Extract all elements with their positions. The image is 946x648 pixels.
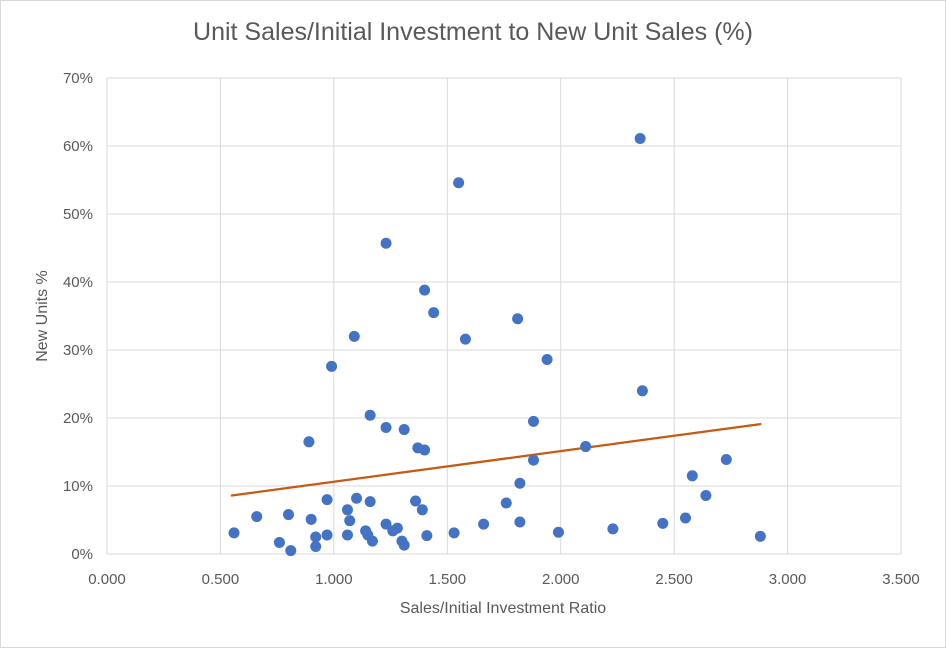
y-tick-label: 50%: [63, 206, 93, 223]
data-point: [380, 237, 392, 249]
data-point: [686, 470, 698, 482]
data-point: [251, 511, 263, 523]
trendline: [230, 422, 762, 497]
y-tick-label: 30%: [63, 342, 93, 359]
data-point: [448, 527, 460, 539]
data-point: [634, 133, 646, 145]
data-point: [421, 530, 433, 542]
x-tick-label: 0.000: [88, 571, 126, 588]
data-point: [459, 333, 471, 345]
x-tick-label: 2.500: [655, 571, 693, 588]
data-point: [720, 453, 732, 465]
data-point: [310, 541, 322, 553]
data-point: [453, 177, 465, 189]
data-point: [700, 490, 712, 502]
data-point: [285, 545, 297, 557]
data-point: [351, 492, 363, 504]
data-point: [636, 385, 648, 397]
data-point: [380, 518, 392, 530]
data-point: [391, 522, 403, 534]
data-point: [366, 535, 378, 547]
data-point: [364, 409, 376, 421]
data-point: [478, 518, 490, 530]
data-point: [380, 422, 392, 434]
data-point: [679, 512, 691, 524]
data-point: [326, 360, 338, 372]
data-point: [398, 539, 410, 551]
data-point: [341, 504, 353, 516]
data-point: [228, 527, 240, 539]
x-tick-label: 2.000: [542, 571, 580, 588]
data-point: [552, 526, 564, 538]
y-tick-label: 60%: [63, 138, 93, 155]
x-tick-label: 3.500: [882, 571, 920, 588]
y-tick-label: 10%: [63, 478, 93, 495]
data-point: [580, 441, 592, 453]
data-point: [527, 454, 539, 466]
x-tick-label: 3.000: [769, 571, 807, 588]
data-point: [364, 496, 376, 508]
data-point: [305, 513, 317, 525]
data-point: [341, 529, 353, 541]
data-point: [541, 354, 553, 366]
data-point: [348, 330, 360, 342]
y-tick-label: 0%: [71, 546, 93, 563]
data-point: [303, 436, 315, 448]
data-point: [321, 529, 333, 541]
data-point: [514, 477, 526, 489]
data-points: [228, 133, 766, 557]
data-point: [527, 415, 539, 427]
chart-title: Unit Sales/Initial Investment to New Uni…: [193, 18, 753, 46]
data-point: [657, 517, 669, 529]
y-tick-label: 20%: [63, 410, 93, 427]
data-point: [273, 536, 285, 548]
data-point: [419, 444, 431, 456]
y-tick-label: 40%: [63, 274, 93, 291]
data-point: [344, 515, 356, 527]
data-point: [607, 523, 619, 535]
x-axis-title: Sales/Initial Investment Ratio: [400, 600, 606, 617]
x-tick-label: 1.500: [429, 571, 467, 588]
x-tick-label: 0.500: [202, 571, 240, 588]
data-point: [416, 504, 428, 516]
data-point: [500, 497, 512, 509]
data-point: [514, 516, 526, 528]
data-point: [410, 495, 422, 507]
data-point: [428, 307, 440, 319]
x-axis-ticks: 0.000 0.500 1.000 1.500 2.000 2.500 3.000 3.500: [88, 571, 920, 588]
y-axis-ticks: 0% 10% 20% 30% 40% 50% 60% 70%: [63, 70, 93, 563]
trendline-layer: [230, 422, 762, 497]
data-point: [398, 424, 410, 436]
data-point: [754, 530, 766, 542]
gridlines: [106, 77, 902, 555]
data-point: [310, 531, 322, 543]
data-point: [321, 494, 333, 506]
y-axis-title: New Units %: [34, 270, 51, 362]
data-point: [512, 313, 524, 325]
data-point: [282, 509, 294, 521]
x-tick-label: 1.000: [315, 571, 353, 588]
data-point: [419, 284, 431, 296]
y-tick-label: 70%: [63, 70, 93, 87]
